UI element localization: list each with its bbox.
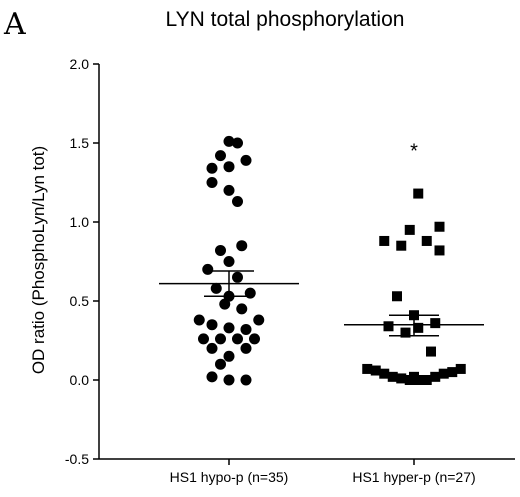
data-point-square xyxy=(379,235,390,246)
data-point-circle xyxy=(198,333,209,345)
data-point-square xyxy=(404,224,415,235)
x-axis-categories: HS1 hypo-p (n=35) HS1 hyper-p (n=27) xyxy=(170,459,476,485)
data-point-circle xyxy=(232,333,243,345)
data-point-circle xyxy=(219,298,231,310)
data-point-square xyxy=(379,368,390,379)
data-point-circle xyxy=(202,263,214,275)
data-point-square xyxy=(421,375,432,385)
data-point-circle xyxy=(223,322,235,334)
data-point-circle xyxy=(249,333,260,345)
panel-label: A xyxy=(3,7,26,42)
data-point-square xyxy=(409,371,419,382)
data-point-circle xyxy=(240,154,252,166)
data-point-circle xyxy=(206,177,218,188)
data-point-circle xyxy=(215,150,226,162)
y-tick-label: 0.0 xyxy=(70,372,90,388)
data-point-circle xyxy=(223,256,235,267)
data-point-square xyxy=(396,373,407,384)
y-tick-label: 2.0 xyxy=(70,56,90,72)
data-point-square xyxy=(434,245,445,256)
data-point-square xyxy=(396,240,407,251)
data-point-circle xyxy=(223,350,235,362)
x-category-label: HS1 hypo-p (n=35) xyxy=(170,469,289,485)
y-axis-ticks: -0.5 0.0 0.5 1.0 1.5 2.0 xyxy=(65,56,99,467)
data-point-circle xyxy=(215,358,226,370)
data-point-circle xyxy=(240,374,252,386)
data-point-circle xyxy=(206,162,218,174)
data-point-square xyxy=(430,371,441,382)
y-tick-label: 0.5 xyxy=(70,293,90,309)
y-tick-label: 1.0 xyxy=(70,214,90,230)
data-point-square xyxy=(392,291,402,302)
data-point-circle xyxy=(206,371,218,383)
data-point-square xyxy=(426,346,436,357)
data-point-circle xyxy=(215,244,226,256)
mean-sem-lines: * xyxy=(159,141,484,337)
data-point-square xyxy=(370,365,381,376)
data-point-circle xyxy=(240,323,252,335)
data-point-square xyxy=(387,371,398,382)
data-point-circle xyxy=(206,342,218,354)
data-point-square xyxy=(455,363,466,374)
y-tick-label: 1.5 xyxy=(70,135,90,151)
data-point-circle xyxy=(223,161,235,173)
x-category-label: HS1 hyper-p (n=27) xyxy=(352,469,475,485)
data-point-circle xyxy=(240,342,252,354)
data-point-circle xyxy=(223,374,235,386)
data-point-square xyxy=(434,221,445,232)
data-point-circle xyxy=(253,314,265,326)
data-point-circle xyxy=(223,135,235,147)
data-point-circle xyxy=(232,137,243,149)
data-point-circle xyxy=(215,333,226,345)
data-point-circle xyxy=(232,195,243,207)
data-point-circle xyxy=(223,184,235,196)
y-axis-label: OD ratio (PhosphoLyn/Lyn tot) xyxy=(29,146,48,374)
y-tick-label: -0.5 xyxy=(65,451,89,467)
data-point-square xyxy=(400,327,411,338)
data-point-circle xyxy=(206,319,218,331)
data-point-square xyxy=(430,318,441,329)
data-point-square xyxy=(362,363,373,374)
data-point-circle xyxy=(193,314,205,326)
data-points xyxy=(193,135,466,386)
data-point-square xyxy=(413,188,424,199)
data-point-square xyxy=(447,367,458,378)
significance-asterisk: * xyxy=(410,141,418,163)
data-point-circle xyxy=(232,271,243,283)
chart-title: LYN total phosphorylation xyxy=(166,8,405,31)
data-point-circle xyxy=(236,303,248,315)
data-point-square xyxy=(421,235,432,246)
data-point-square xyxy=(413,322,424,333)
data-point-circle xyxy=(236,240,248,252)
data-point-square xyxy=(383,321,394,332)
data-point-circle xyxy=(210,282,222,294)
data-point-square xyxy=(438,368,449,379)
